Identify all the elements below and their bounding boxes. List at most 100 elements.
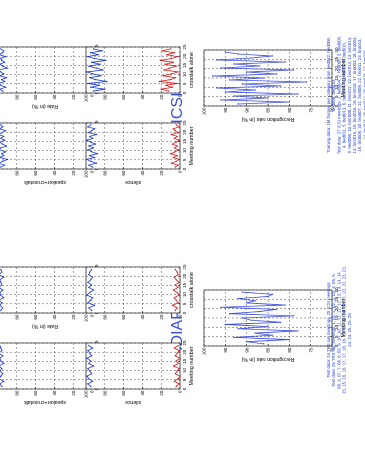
plot-frame [0,122,93,170]
idiap-caption-line4: 15, 15. 16, 16. 17, 17. 18, 18. 19, 19. … [342,266,347,394]
y-tick-label: 40 [140,390,145,396]
icsi-caption-line5: 9. bed008, 10. bmr008, 11. bmr012, 12. b… [347,37,352,154]
y-tick-label: 95 [223,107,228,113]
chart-panel-4: 0 5 10 15 20 25 0 20 40 60 80 100 Meeting number sile… [84,120,195,185]
y-axis-label: Rate (in %) [32,103,58,109]
data-point [237,103,239,105]
data-point [292,69,295,71]
data-point [0,309,2,312]
data-point [88,145,90,147]
data-point [90,160,92,163]
data-point [173,147,176,149]
data-point [3,80,6,83]
y-tick-label: 40 [140,314,145,320]
data-point [95,133,98,136]
y-tick-label: 60 [121,390,126,396]
data-point [237,53,239,55]
data-point [176,82,178,85]
data-point [2,276,5,278]
series-line-1 [0,48,9,92]
data-point [90,52,92,54]
data-point [258,65,261,67]
x-tick-label: 15 [182,138,187,144]
data-point [170,57,173,60]
data-point [174,166,176,168]
data-point [90,151,93,153]
data-point [90,61,93,64]
y-tick-label: 20 [71,170,76,176]
data-point [0,128,1,130]
plot-frame [0,266,93,314]
data-point [170,73,173,75]
y-tick-label: 0 [90,314,95,317]
data-point [284,61,286,63]
data-point [245,71,248,73]
data-point [275,308,278,311]
data-point [105,59,107,62]
data-point [88,344,90,347]
data-point [87,383,89,385]
data-point [86,158,88,161]
data-point [224,323,227,326]
data-point [88,273,90,276]
data-point [172,289,175,291]
data-point [0,48,2,50]
data-point [177,344,179,347]
data-point [4,86,7,88]
x-tick-label: 5 [182,378,187,381]
data-point [0,84,2,87]
data-point [87,149,89,151]
data-point [175,141,177,143]
data-point [169,152,172,155]
data-point [233,63,235,65]
data-point [2,372,4,375]
data-point [176,291,178,294]
data-point [216,87,218,89]
x-tick-label: 30 [334,47,339,53]
data-point [288,338,291,341]
x-axis-label: crosstalk alone [189,272,195,308]
x-tick-label: 20 [334,66,339,72]
y-tick-label: 100 [0,170,1,178]
y-tick-label: 100 [202,347,207,355]
y-tick-label: 40 [52,94,57,100]
icsi-caption-line3: Test data: 27 ICSI meetings: 1. bed004, … [336,36,341,155]
data-point [88,131,90,134]
y-tick-label: 80 [287,347,292,353]
x-tick-label: 25 [334,56,339,62]
data-point [169,48,172,50]
y-tick-label: 60 [33,314,38,320]
data-point [90,141,92,143]
x-tick-label: 20 [182,129,187,135]
y-tick-label: 60 [33,170,38,176]
data-point [158,80,161,83]
icsi-caption-line4: 4. bed011, 5. bed013, 6. bed014, 7. bed0… [342,42,347,148]
x-tick-label: 20 [182,349,187,355]
data-point [166,53,168,56]
x-tick-label: 10 [182,148,187,154]
y-tick-label: 20 [159,170,164,176]
x-tick-label: 0 [182,167,187,170]
x-tick-label: 0 [182,91,187,94]
data-point [176,145,178,147]
data-point [92,48,95,50]
y-tick-label: 0 [90,170,95,173]
data-point [250,57,252,59]
data-point [280,321,282,324]
x-tick-label: 25 [182,340,187,346]
data-point [89,154,91,157]
data-point [175,279,177,281]
data-point [1,367,3,370]
y-axis-label: Recognition rate (in %) [241,116,294,122]
data-point [173,52,176,54]
data-point [245,340,248,343]
data-point [0,71,2,73]
data-point [92,90,95,92]
data-point [173,347,176,349]
data-point [0,166,2,168]
y-tick-label: 60 [121,170,126,176]
data-point [2,65,4,67]
data-point [216,59,218,61]
data-point [2,52,4,54]
